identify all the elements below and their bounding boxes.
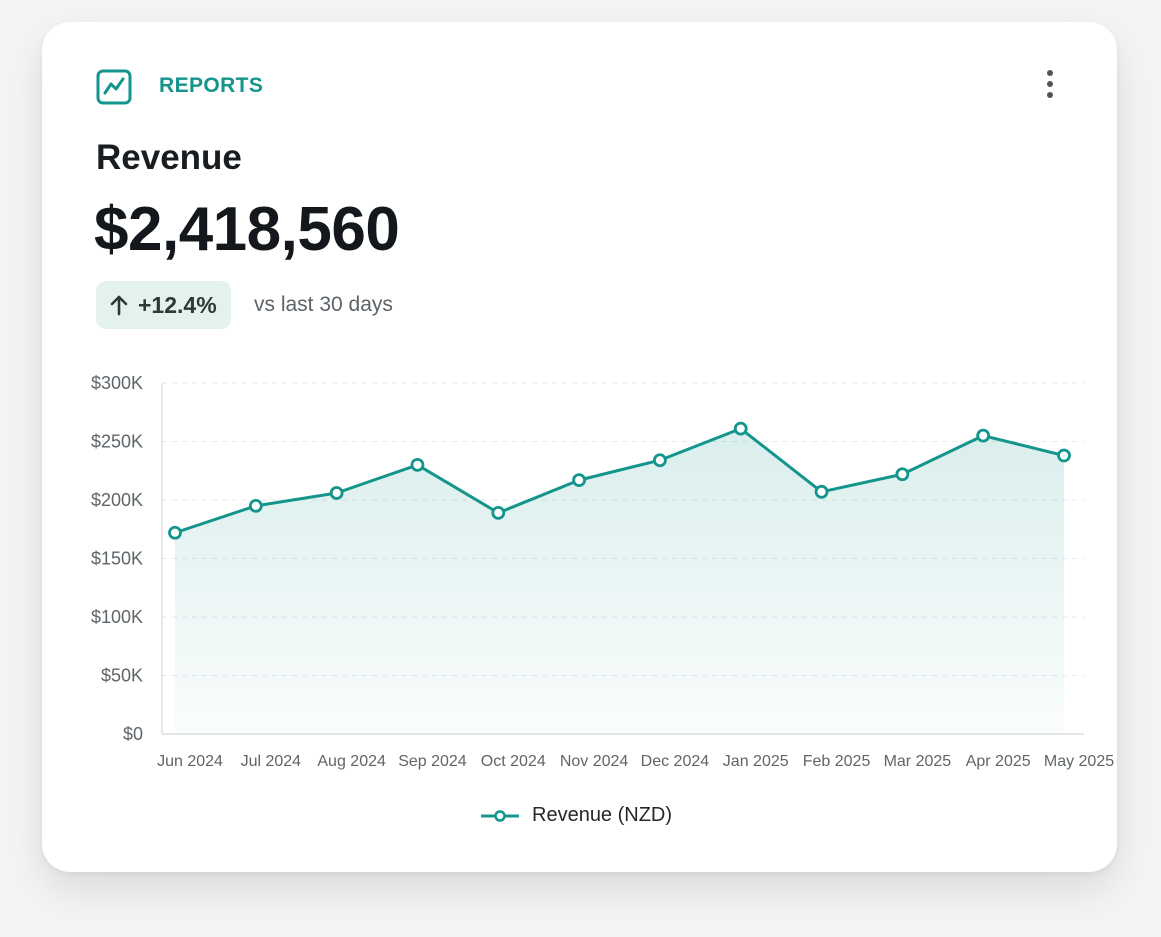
y-tick-label: $50K [101, 666, 143, 686]
y-tick-label: $150K [91, 549, 143, 569]
data-point [572, 473, 586, 488]
brand-label: REPORTS [159, 74, 264, 97]
legend-swatch [481, 809, 519, 822]
y-tick-label: $300K [91, 373, 143, 393]
trend-chart-icon [96, 69, 132, 105]
x-tick-label: Dec 2024 [641, 753, 710, 770]
y-tick-label: $0 [123, 724, 143, 744]
x-tick-label: Jul 2024 [241, 753, 302, 770]
series-line [173, 427, 1066, 535]
change-badge: +12.4% [96, 281, 231, 329]
arrow-up-icon [110, 295, 128, 316]
revenue-card: REPORTS Revenue $2,418,560 +12.4% vs las… [42, 22, 1117, 872]
y-tick-label: $250K [91, 432, 143, 452]
x-tick-label: Aug 2024 [317, 753, 386, 770]
x-tick-label: Feb 2025 [803, 753, 871, 770]
x-tick-label: Mar 2025 [884, 753, 952, 770]
data-point [248, 498, 263, 513]
data-point [733, 421, 748, 436]
more-options-button[interactable] [1038, 66, 1062, 102]
page-title: Revenue [96, 138, 242, 177]
x-tick-label: Nov 2024 [560, 753, 629, 770]
x-tick-label: Jan 2025 [723, 753, 789, 770]
revenue-total: $2,418,560 [94, 195, 400, 264]
data-point [814, 484, 829, 499]
x-tick-label: May 2025 [1044, 753, 1114, 770]
data-point [653, 453, 667, 468]
data-point [895, 467, 910, 482]
data-point [976, 428, 991, 443]
data-point [491, 505, 506, 520]
x-tick-label: Apr 2025 [966, 753, 1031, 770]
data-point [168, 525, 182, 540]
change-caption: vs last 30 days [254, 293, 393, 316]
y-tick-label: $200K [91, 490, 143, 510]
change-value: +12.4% [138, 291, 217, 318]
legend-label: Revenue (NZD) [532, 804, 673, 826]
x-tick-label: Jun 2024 [157, 753, 223, 770]
revenue-chart: $0 $50K $100K $150K $200K $250K $300K Jun 2024 J… [91, 373, 1114, 770]
more-vertical-icon [1047, 70, 1053, 76]
series-area [175, 428, 1064, 734]
x-tick-label: Sep 2024 [398, 753, 467, 770]
x-tick-label: Oct 2024 [481, 753, 546, 770]
data-point [329, 486, 344, 500]
chart-legend: Revenue (NZD) [480, 804, 672, 827]
data-point [1057, 448, 1071, 463]
y-tick-label: $100K [91, 607, 143, 627]
data-point [410, 457, 425, 472]
